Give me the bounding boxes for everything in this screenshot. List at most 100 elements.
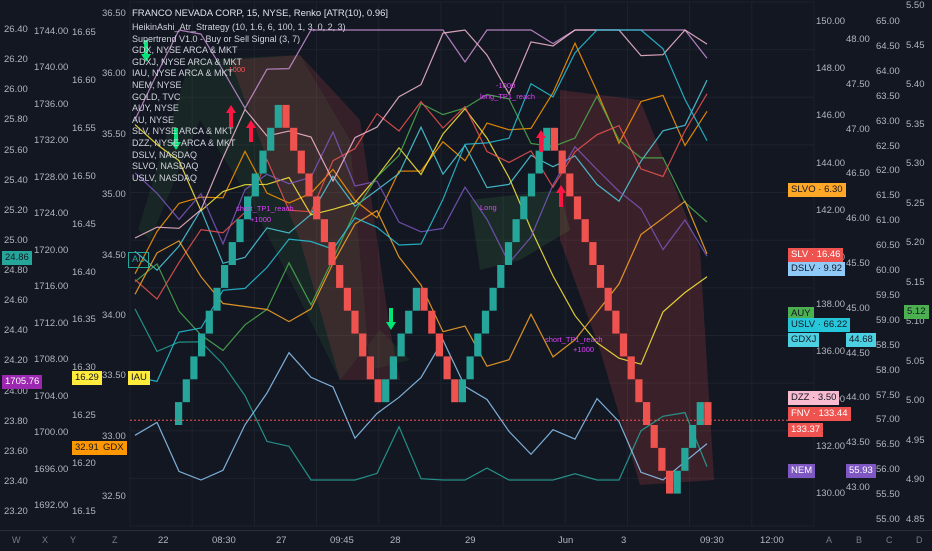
axis-tick-label: 56.00 <box>876 464 900 476</box>
renko-brick <box>435 333 443 357</box>
legend-item[interactable]: DSLV, NASDAQ <box>132 149 198 160</box>
axis-tick-label: 1712.00 <box>34 317 69 329</box>
renko-brick <box>405 310 413 334</box>
axis-tick-label: 44.50 <box>846 347 870 359</box>
axis-corner-label[interactable]: D <box>916 535 923 545</box>
axis-tick-label: 62.50 <box>876 140 900 152</box>
axis-corner-label[interactable]: W <box>12 535 21 545</box>
price-tag-gdx: 32.91 <box>72 441 102 455</box>
legend-title: FRANCO NEVADA CORP, 15, NYSE, Renko [ATR… <box>132 8 389 19</box>
buy-arrow <box>171 128 181 150</box>
time-axis-label: 12:00 <box>760 535 784 546</box>
renko-brick <box>466 356 474 380</box>
axis-tick-label: 59.50 <box>876 289 900 301</box>
renko-brick <box>282 104 290 128</box>
axis-tick-label: 58.50 <box>876 339 900 351</box>
renko-brick <box>474 333 482 357</box>
axis-tick-label: 4.95 <box>906 434 925 446</box>
overlay-line-2 <box>134 107 708 365</box>
axis-tick-label: 47.00 <box>846 123 870 135</box>
axis-tick-label: 5.40 <box>906 79 925 91</box>
legend-item[interactable]: IAU, NYSE ARCA & MKT <box>132 68 234 79</box>
right-axis-2: 48.00 47.50 47.00 46.50 46.00 45.50 45.00 44.50… <box>846 0 874 530</box>
axis-corner-label[interactable]: B <box>856 535 863 545</box>
renko-brick <box>704 402 712 425</box>
price-tag-a1: 24.86 <box>2 251 32 265</box>
axis-tick-label: 63.00 <box>876 115 900 127</box>
buy-arrow <box>386 308 396 330</box>
axis-tick-label: 16.20 <box>72 458 96 470</box>
axis-tick-label: 1696.00 <box>34 463 69 475</box>
axis-tick-label: 1720.00 <box>34 244 69 256</box>
renko-brick <box>573 196 582 220</box>
legend-item[interactable]: GDXJ, NYSE ARCA & MKT <box>132 56 243 67</box>
renko-brick <box>213 287 221 311</box>
axis-tick-label: 1736.00 <box>34 98 69 110</box>
renko-brick <box>259 150 267 174</box>
axis-corner-label[interactable]: A <box>826 535 833 545</box>
axis-tick-label: 45.00 <box>846 302 870 314</box>
axis-tick-label: 5.20 <box>906 237 925 249</box>
annotation-long: Long <box>480 203 497 212</box>
axis-tick-label: 36.50 <box>102 8 126 19</box>
axis-tick-label: 132.00 <box>816 440 846 452</box>
axis-tick-label: 46.50 <box>846 168 870 180</box>
legend-item[interactable]: AUY, NYSE <box>132 103 179 114</box>
axis-tick-label: 23.60 <box>4 445 28 457</box>
legend-item[interactable]: USLV, NASDAQ <box>132 172 198 183</box>
renko-brick <box>635 379 643 403</box>
axis-tick-label: 25.80 <box>4 114 28 126</box>
axis-tick-label: 36.00 <box>102 68 126 80</box>
renko-brick <box>313 196 321 220</box>
legend-item[interactable]: DZZ, NYSE ARCA & MKT <box>132 138 236 148</box>
renko-brick <box>190 356 198 380</box>
time-axis-label: 08:30 <box>212 535 236 546</box>
renko-brick <box>205 310 213 334</box>
axis-corner-label[interactable]: X <box>42 535 49 545</box>
legend-item[interactable]: Supertrend V1.0 - Buy or Sell Signal (3,… <box>132 33 301 44</box>
legend-item[interactable]: NEM, NYSE <box>132 80 182 90</box>
renko-brick <box>658 447 666 471</box>
renko-brick <box>374 379 382 403</box>
renko-brick <box>666 470 674 494</box>
right-price-tag: NEM <box>788 464 816 478</box>
renko-brick <box>520 196 528 220</box>
axis-tick-label: 64.00 <box>876 65 900 77</box>
right-axis-4: 5.50 5.45 5.40 5.35 5.30 5.25 5.20 5.15 5.10 5.05… <box>906 0 932 530</box>
axis-tick-label: 44.00 <box>846 392 870 404</box>
left-axis-4: 36.50 36.00 35.50 35.00 34.50 34.00 33.50 33.00… <box>102 0 130 530</box>
axis-tick-label: 16.35 <box>72 314 96 326</box>
axis-tick-label: 1728.00 <box>34 171 69 183</box>
axis-tick-label: 16.45 <box>72 218 96 230</box>
time-axis-label: 09:45 <box>330 535 354 546</box>
legend-item[interactable]: GDX, NYSE ARCA & MKT <box>132 45 238 56</box>
axis-tick-label: 23.40 <box>4 475 28 487</box>
axis-tick-label: 130.00 <box>816 488 846 499</box>
tag-au: AU <box>128 252 150 268</box>
renko-brick <box>527 173 536 197</box>
legend-item[interactable]: SLV, NYSE ARCA & MKT <box>132 126 234 137</box>
axis-tick-label: 1740.00 <box>34 62 69 74</box>
renko-brick <box>681 447 689 471</box>
tag-iau: IAU <box>128 371 150 385</box>
renko-brick <box>481 310 490 334</box>
legend-item[interactable]: AU, NYSE <box>132 114 175 125</box>
renko-brick <box>297 150 305 174</box>
axis-corner-label[interactable]: C <box>886 535 893 545</box>
axis-tick-label: 25.40 <box>4 174 28 186</box>
axis-tick-label: 16.30 <box>72 362 96 374</box>
axis-tick-label: 5.50 <box>906 0 925 11</box>
renko-brick <box>543 127 551 151</box>
axis-corner-label[interactable]: Z <box>112 535 118 545</box>
axis-tick-label: 1724.00 <box>34 208 69 220</box>
legend-item[interactable]: HeikinAshi_Atr_Strategy (10, 1.6, 6, 100… <box>132 22 346 32</box>
legend-item[interactable]: SLVO, NASDAQ <box>132 161 199 172</box>
axis-corner-label[interactable]: Y <box>70 535 77 545</box>
legend-item[interactable]: GOLD, TVC <box>132 91 181 102</box>
zone-green-mid <box>470 190 570 270</box>
buy-arrow <box>141 40 151 62</box>
renko-brick <box>251 173 259 197</box>
plot-area[interactable]: -1000long_TP1_reachshort_TP1_reach+1000s… <box>0 0 932 530</box>
axis-tick-label: 33.50 <box>102 370 126 382</box>
